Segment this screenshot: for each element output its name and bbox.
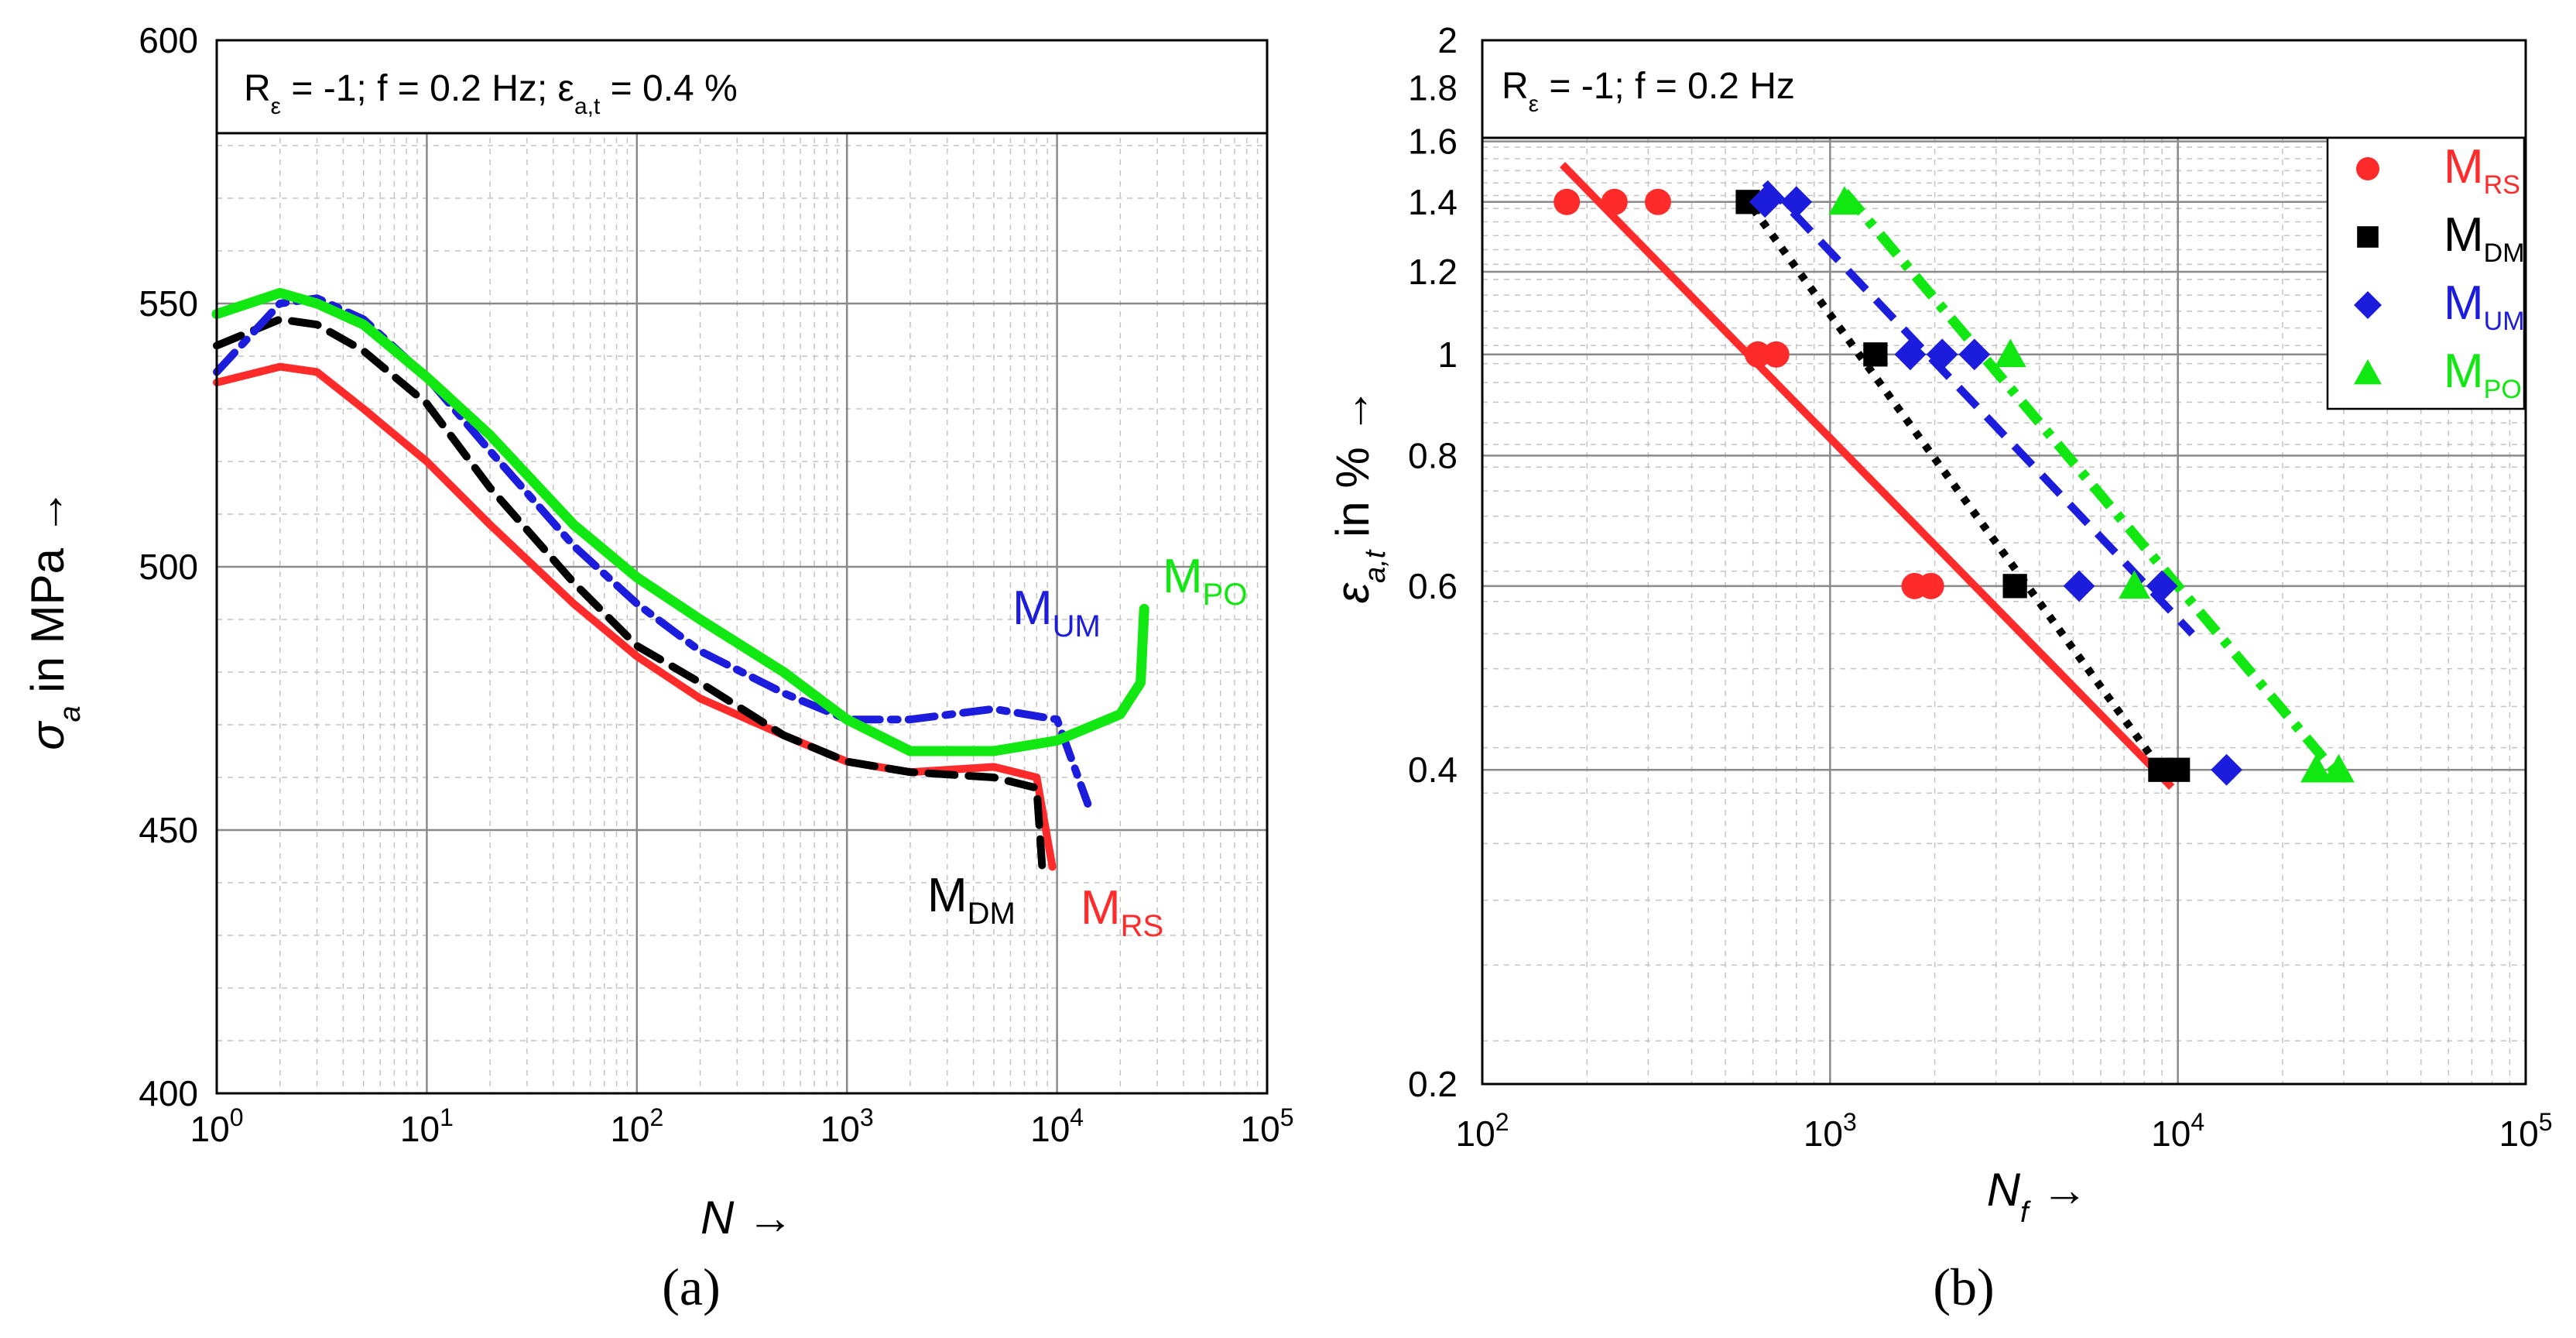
panel-a-x-tick-label: 103 (820, 1103, 874, 1149)
panel-a-label-dm: MDM (927, 869, 1016, 931)
panel-b-legend: MRS MDM MUM MPO (2326, 136, 2526, 410)
data-point-um (2063, 570, 2095, 602)
panel-a-y-tick-label: 400 (139, 1073, 198, 1113)
panel-b-y-tick-label: 0.8 (1408, 435, 1458, 475)
data-point-um (1958, 338, 1991, 371)
panel-a-x-tick-label: 105 (1241, 1103, 1294, 1149)
legend-label-rs: MRS (2444, 140, 2520, 200)
panel-a-y-tick-label: 600 (139, 20, 198, 60)
panel-b-y-axis-label: εa,t in % → (1327, 388, 1392, 604)
data-point-rs (1601, 188, 1628, 215)
data-point-rs (1644, 188, 1671, 215)
data-point-po (1994, 338, 2026, 368)
panel-b-y-tick-label: 2 (1437, 20, 1458, 60)
panel-a-condition-text: Rε = -1; f = 0.2 Hz; εa,t = 0.4 % (244, 68, 738, 119)
panel-a-y-axis-label: σa in MPa → (22, 489, 87, 750)
panel-b-x-tick-label: 102 (1456, 1108, 1509, 1154)
panel-a-y-tick-label: 500 (139, 547, 198, 587)
panel-a-y-tick-labels: 400 450 500 550 600 (139, 20, 198, 1113)
data-point-um (1894, 338, 1927, 371)
panel-a-x-tick-labels: 100 101 102 103 104 105 (190, 1103, 1294, 1149)
panel-a-y-tick-label: 550 (139, 283, 198, 324)
panel-b-y-tick-label: 1.8 (1408, 68, 1458, 108)
panel-b-plot-frame (1481, 39, 2527, 1086)
series-line-rs (213, 362, 1057, 871)
panel-a-x-tick-label: 100 (190, 1103, 244, 1149)
panel-a-series-group (211, 287, 1149, 871)
data-point-um (2146, 570, 2178, 602)
panel-a-minor-grid (217, 40, 1267, 1093)
data-point-um (1749, 186, 1781, 218)
panel-a-x-tick-label: 101 (400, 1103, 454, 1149)
data-point-dm (1863, 342, 1888, 367)
panel-b-y-tick-label: 1.6 (1408, 122, 1458, 162)
data-point-rs (1745, 341, 1772, 368)
legend-marker-um (2354, 291, 2382, 319)
panel-a-fatigue-stress-chart: Rε = -1; f = 0.2 Hz; εa,t = 0.4 % 100 101… (22, 20, 1293, 1316)
fit-line-po (1840, 189, 2338, 774)
data-point-um (1926, 338, 1958, 371)
data-point-um (1780, 186, 1813, 218)
panel-a-x-axis-label: N → (701, 1192, 793, 1244)
panel-b-y-tick-label: 1.4 (1408, 182, 1458, 222)
panel-a-x-tick-label: 102 (610, 1103, 663, 1149)
panel-b-series-group (1553, 162, 2355, 791)
panel-b-y-tick-label: 0.4 (1408, 750, 1458, 790)
legend-box (2326, 136, 2526, 410)
legend-marker-po (2354, 359, 2382, 385)
data-point-po (2323, 753, 2355, 783)
fit-line-rs (1559, 162, 2175, 791)
panel-b-x-tick-label: 103 (1804, 1108, 1857, 1154)
panel-a-y-tick-label: 450 (139, 810, 198, 850)
panel-b-condition-text: Rε = -1; f = 0.2 Hz (1502, 66, 1795, 117)
panel-b-y-tick-label: 0.6 (1408, 566, 1458, 606)
data-point-rs (1553, 188, 1581, 215)
panel-a-label-um: MUM (1012, 582, 1101, 643)
legend-marker-rs (2356, 157, 2379, 180)
data-point-dm (2166, 757, 2191, 782)
panel-b-x-axis-label: Nf → (1987, 1164, 2088, 1229)
fit-line-dm (1749, 206, 2169, 778)
panel-b-y-tick-label: 1.2 (1408, 252, 1458, 292)
legend-marker-dm (2357, 226, 2379, 248)
panel-a-label-rs: MRS (1081, 881, 1163, 943)
panel-b-y-tick-label: 0.2 (1408, 1064, 1458, 1104)
legend-label-po: MPO (2444, 345, 2522, 404)
data-point-po (2300, 753, 2332, 783)
fit-line-um (1762, 180, 2195, 636)
panel-b-x-tick-label: 105 (2499, 1108, 2553, 1154)
panel-b-x-tick-label: 104 (2151, 1108, 2204, 1154)
data-point-po (1828, 186, 1861, 215)
legend-label-um: MUM (2444, 276, 2525, 336)
series-line-dm (213, 315, 1046, 871)
panel-a-plot-frame (215, 39, 1269, 1095)
data-point-po (2119, 570, 2150, 599)
panel-b-x-tick-labels: 102 103 104 105 (1456, 1108, 2553, 1154)
panel-a-x-tick-label: 104 (1030, 1103, 1084, 1149)
series-line-po (211, 287, 1149, 756)
panel-a-label: (a) (662, 1257, 720, 1316)
panel-b-label: (b) (1933, 1257, 1994, 1316)
panel-a-series-labels: MUM MPO MDM MRS (927, 550, 1247, 943)
data-point-rs (1917, 572, 1944, 599)
data-point-dm (2002, 574, 2027, 599)
panel-b-condition-box (1481, 39, 2527, 139)
panel-a-label-po: MPO (1163, 550, 1247, 612)
legend-label-dm: MDM (2444, 208, 2525, 268)
panel-b-y-tick-label: 1 (1437, 334, 1458, 375)
data-point-rs (1762, 341, 1790, 368)
data-point-um (2211, 753, 2242, 786)
panel-b-y-tick-labels: 0.2 0.4 0.6 0.8 1 1.2 1.4 1.6 1.8 2 (1408, 20, 1458, 1104)
